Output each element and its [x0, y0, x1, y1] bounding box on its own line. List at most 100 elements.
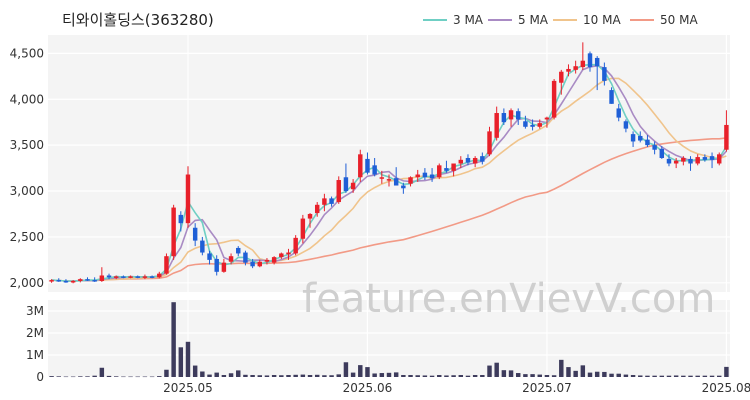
volume-bar [365, 367, 370, 377]
candle-body [63, 280, 69, 283]
candle-body [171, 207, 176, 257]
volume-bar [515, 373, 521, 377]
candle-body [78, 279, 83, 281]
volume-bar [602, 371, 607, 377]
candle-body [307, 213, 313, 219]
volume-bar [580, 365, 586, 377]
volume-bar [171, 302, 176, 377]
volume-bar [214, 372, 219, 377]
candle-body [480, 156, 485, 162]
candle-body [444, 168, 449, 171]
date-tick-label: 2025.05 [163, 381, 213, 395]
candle-body [192, 227, 198, 241]
price-tick-label: 4,000 [10, 92, 44, 106]
candle-body [343, 177, 349, 192]
volume-bar [573, 370, 578, 377]
legend-label: 3 MA [453, 13, 484, 27]
volume-bar [157, 376, 162, 377]
price-axis: 2,000 2,500 3,000 3,500 4,000 4,500 [10, 46, 44, 289]
volume-bar [372, 373, 377, 377]
volume-bar [673, 375, 679, 377]
volume-bar [659, 375, 665, 377]
candle-body [257, 261, 263, 267]
volume-bar [142, 376, 148, 378]
volume-bar [544, 375, 550, 377]
volume-bar [724, 366, 729, 377]
candle-body [92, 280, 97, 282]
volume-bar [343, 362, 349, 377]
candle-body [523, 121, 528, 127]
volume-tick-label: 1M [26, 348, 44, 362]
volume-bar [566, 367, 571, 377]
volume-bar [666, 375, 672, 377]
candle-body [623, 121, 629, 129]
volume-bar [623, 374, 629, 377]
volume-bar [78, 376, 83, 377]
date-tick-label: 2025.08 [702, 381, 750, 395]
candle-body [681, 157, 686, 162]
volume-bar [336, 374, 341, 377]
candle-body [128, 276, 133, 278]
price-tick-label: 2,500 [10, 230, 44, 244]
volume-bar [429, 375, 435, 377]
volume-axis: 0 1M 2M 3M [26, 304, 44, 384]
volume-bar [271, 375, 277, 377]
candle-body [365, 158, 370, 173]
candle-body [142, 276, 148, 278]
candle-body [336, 180, 341, 203]
candle-body [214, 258, 219, 272]
volume-bar [393, 372, 399, 377]
volume-bar [121, 376, 126, 378]
volume-bar [386, 372, 392, 377]
volume-bar [695, 375, 700, 377]
volume-bar [594, 371, 600, 377]
volume-bar [415, 375, 420, 377]
volume-bar [609, 373, 614, 377]
volume-bar [451, 375, 456, 377]
candle-body [157, 273, 162, 278]
volume-bar [709, 375, 715, 377]
volume-bar [551, 375, 557, 377]
candle-body [472, 157, 478, 164]
volume-tick-label: 3M [26, 304, 44, 318]
volume-bar [228, 373, 234, 377]
candle-body [372, 165, 377, 175]
volume-bar [401, 375, 406, 377]
candle-body [609, 90, 614, 104]
candle-body [537, 123, 542, 127]
candle-body [573, 66, 578, 70]
volume-bar [236, 370, 241, 377]
volume-bar [56, 376, 61, 377]
candle-body [358, 154, 363, 178]
candle-body [393, 178, 399, 186]
candle-body [695, 157, 700, 164]
candle-body [135, 276, 140, 278]
candle-body [314, 204, 320, 214]
volume-bar [135, 376, 140, 378]
candle-body [264, 259, 270, 262]
candle-body [286, 252, 291, 255]
candle-body [566, 68, 571, 72]
candle-body [422, 172, 428, 178]
candle-body [300, 218, 306, 239]
volume-bar [444, 375, 449, 377]
candle-body [645, 139, 650, 146]
candle-body [56, 280, 61, 282]
candle-body [185, 174, 191, 224]
volume-bar [63, 376, 69, 378]
candle-body [551, 80, 557, 118]
volume-bar [458, 375, 464, 377]
volume-bar [307, 375, 313, 377]
volume-bar [616, 373, 621, 377]
volume-bars [49, 302, 729, 378]
candlesticks [49, 42, 729, 284]
candle-body [630, 134, 636, 142]
candle-body [580, 60, 586, 68]
legend-label: 50 MA [660, 13, 698, 27]
volume-bar [113, 376, 119, 377]
volume-bar [286, 375, 291, 377]
volume-bar [293, 374, 298, 377]
candle-body [329, 198, 334, 204]
volume-bar [350, 372, 356, 377]
price-panel [48, 35, 730, 292]
